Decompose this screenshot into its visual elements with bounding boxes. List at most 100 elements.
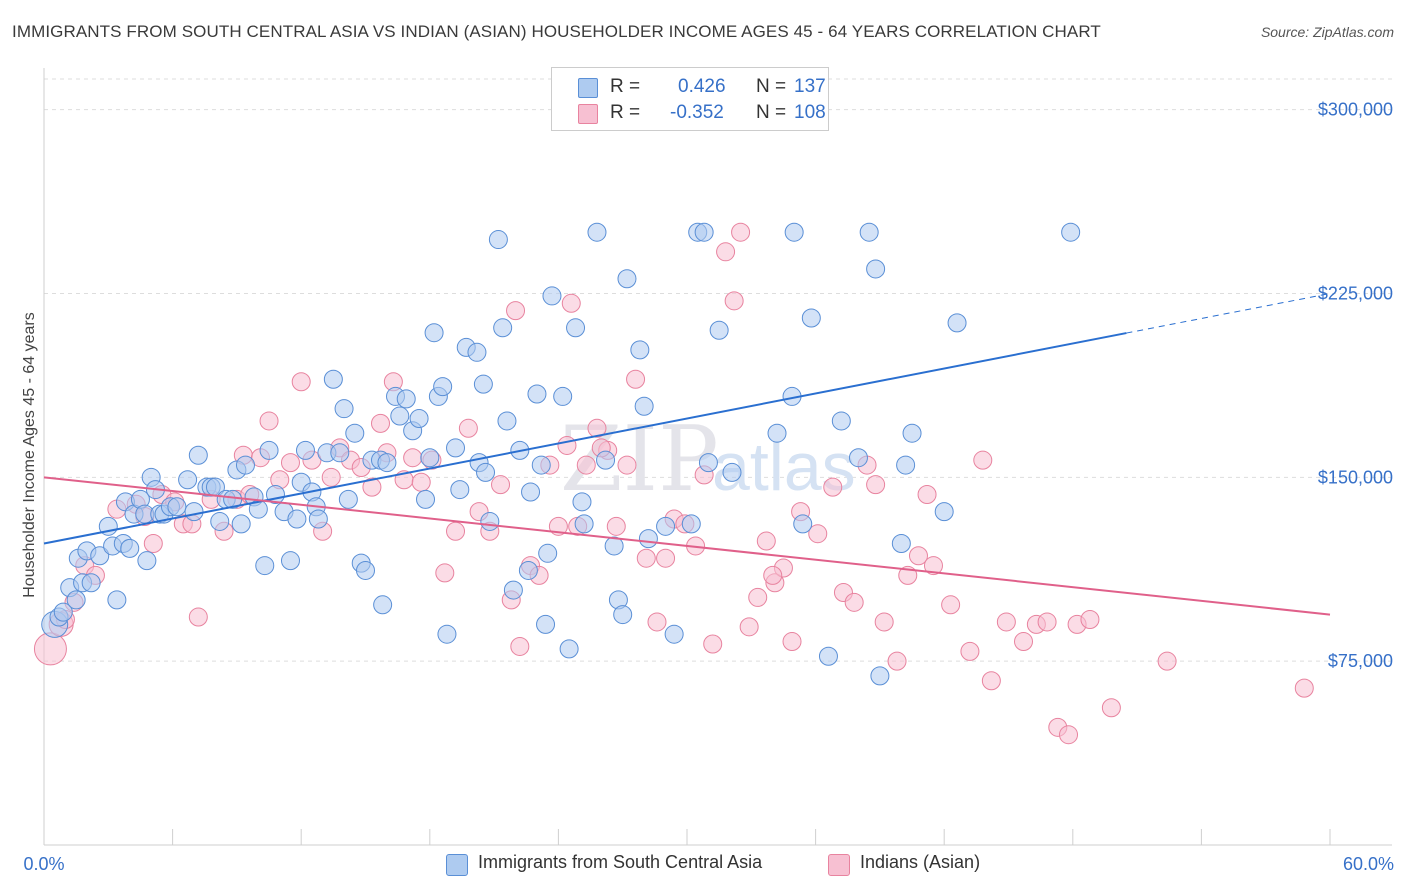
data-point-south-central-asia <box>531 455 551 475</box>
data-point-indians <box>291 372 311 392</box>
legend-swatch-pink <box>578 104 598 124</box>
x-tick-label: 0.0% <box>23 854 64 874</box>
data-point-indians <box>960 641 980 661</box>
data-point-indians <box>371 413 391 433</box>
watermark: ZIP atlas <box>560 407 856 512</box>
data-point-south-central-asia <box>859 222 879 242</box>
data-point-south-central-asia <box>433 377 453 397</box>
data-point-south-central-asia <box>722 462 742 482</box>
data-point-indians <box>981 671 1001 691</box>
data-point-south-central-asia <box>866 259 886 279</box>
data-point-south-central-asia <box>280 551 300 571</box>
data-point-indians <box>446 521 466 541</box>
data-point-south-central-asia <box>574 514 594 534</box>
data-point-south-central-asia <box>503 580 523 600</box>
data-point-indians <box>1101 698 1121 718</box>
data-point-south-central-asia <box>587 222 607 242</box>
data-point-indians <box>647 612 667 632</box>
data-point-indians <box>1157 651 1177 671</box>
data-point-indians <box>823 477 843 497</box>
data-point-indians <box>33 632 67 666</box>
data-point-south-central-asia <box>518 560 538 580</box>
data-point-indians <box>731 222 751 242</box>
data-point-south-central-asia <box>1061 222 1081 242</box>
data-point-indians <box>636 548 656 568</box>
data-point-south-central-asia <box>235 455 255 475</box>
y-tick-labels: $75,000 $150,000 $225,000 $300,000 <box>1318 100 1393 672</box>
data-point-south-central-asia <box>784 222 804 242</box>
data-point-south-central-asia <box>373 595 393 615</box>
data-point-south-central-asia <box>559 639 579 659</box>
data-point-indians <box>561 293 581 313</box>
legend-r-label: R = <box>610 102 641 123</box>
bottom-legend-label: Indians (Asian) <box>860 852 981 872</box>
axes <box>43 68 1392 846</box>
data-point-indians <box>411 472 431 492</box>
data-point-south-central-asia <box>467 342 487 362</box>
trend-lines <box>43 292 1331 616</box>
data-point-south-central-asia <box>295 440 315 460</box>
grid-lines <box>44 78 1392 662</box>
data-point-south-central-asia <box>409 408 429 428</box>
data-point-south-central-asia <box>396 389 416 409</box>
data-point-south-central-asia <box>709 320 729 340</box>
legend-r-value: 0.426 <box>678 76 726 97</box>
data-point-indians <box>703 634 723 654</box>
data-point-indians <box>866 475 886 495</box>
data-point-indians <box>403 448 423 468</box>
y-axis-label: Householder Income Ages 45 - 64 years <box>21 312 38 598</box>
data-point-south-central-asia <box>818 646 838 666</box>
bottom-legend-label: Immigrants from South Central Asia <box>478 852 763 872</box>
y-tick-label: $225,000 <box>1318 283 1393 303</box>
data-point-indians <box>362 477 382 497</box>
data-point-south-central-asia <box>493 318 513 338</box>
data-point-indians <box>716 242 736 262</box>
data-point-south-central-asia <box>634 396 654 416</box>
data-point-south-central-asia <box>81 573 101 593</box>
data-point-indians <box>1080 609 1100 629</box>
data-point-south-central-asia <box>793 514 813 534</box>
y-tick-label: $150,000 <box>1318 467 1393 487</box>
data-point-south-central-asia <box>870 666 890 686</box>
data-point-south-central-asia <box>801 308 821 328</box>
data-point-indians <box>748 587 768 607</box>
data-point-indians <box>808 524 828 544</box>
data-point-indians <box>606 516 626 536</box>
data-point-south-central-asia <box>542 286 562 306</box>
data-point-south-central-asia <box>255 556 275 576</box>
data-point-indians <box>458 418 478 438</box>
data-point-south-central-asia <box>90 546 110 566</box>
data-point-south-central-asia <box>416 489 436 509</box>
data-point-south-central-asia <box>891 534 911 554</box>
data-point-indians <box>874 612 894 632</box>
data-point-south-central-asia <box>334 399 354 419</box>
data-point-south-central-asia <box>638 529 658 549</box>
data-point-indians <box>510 636 530 656</box>
data-point-indians <box>576 455 596 475</box>
legend-swatch-blue <box>578 78 598 98</box>
legend-n-label: N = <box>756 76 787 97</box>
x-tick-label: 60.0% <box>1343 854 1394 874</box>
data-point-indians <box>923 556 943 576</box>
data-point-indians <box>587 418 607 438</box>
data-point-south-central-asia <box>848 448 868 468</box>
data-point-indians <box>280 453 300 473</box>
data-point-indians <box>724 291 744 311</box>
data-point-indians <box>656 548 676 568</box>
data-point-south-central-asia <box>536 614 556 634</box>
data-point-indians <box>782 632 802 652</box>
data-point-south-central-asia <box>572 492 592 512</box>
data-point-south-central-asia <box>188 445 208 465</box>
data-point-indians <box>435 563 455 583</box>
trendline-indians <box>43 476 1331 616</box>
data-point-south-central-asia <box>308 509 328 529</box>
data-point-indians <box>491 475 511 495</box>
data-point-south-central-asia <box>630 340 650 360</box>
data-point-south-central-asia <box>424 323 444 343</box>
data-point-indians <box>1037 612 1057 632</box>
data-point-indians <box>188 607 208 627</box>
y-tick-label: $75,000 <box>1328 651 1393 671</box>
data-point-south-central-asia <box>338 489 358 509</box>
data-point-south-central-asia <box>613 605 633 625</box>
correlation-legend: R = 0.426 N = 137 R = -0.352 N = 108 <box>551 67 829 131</box>
